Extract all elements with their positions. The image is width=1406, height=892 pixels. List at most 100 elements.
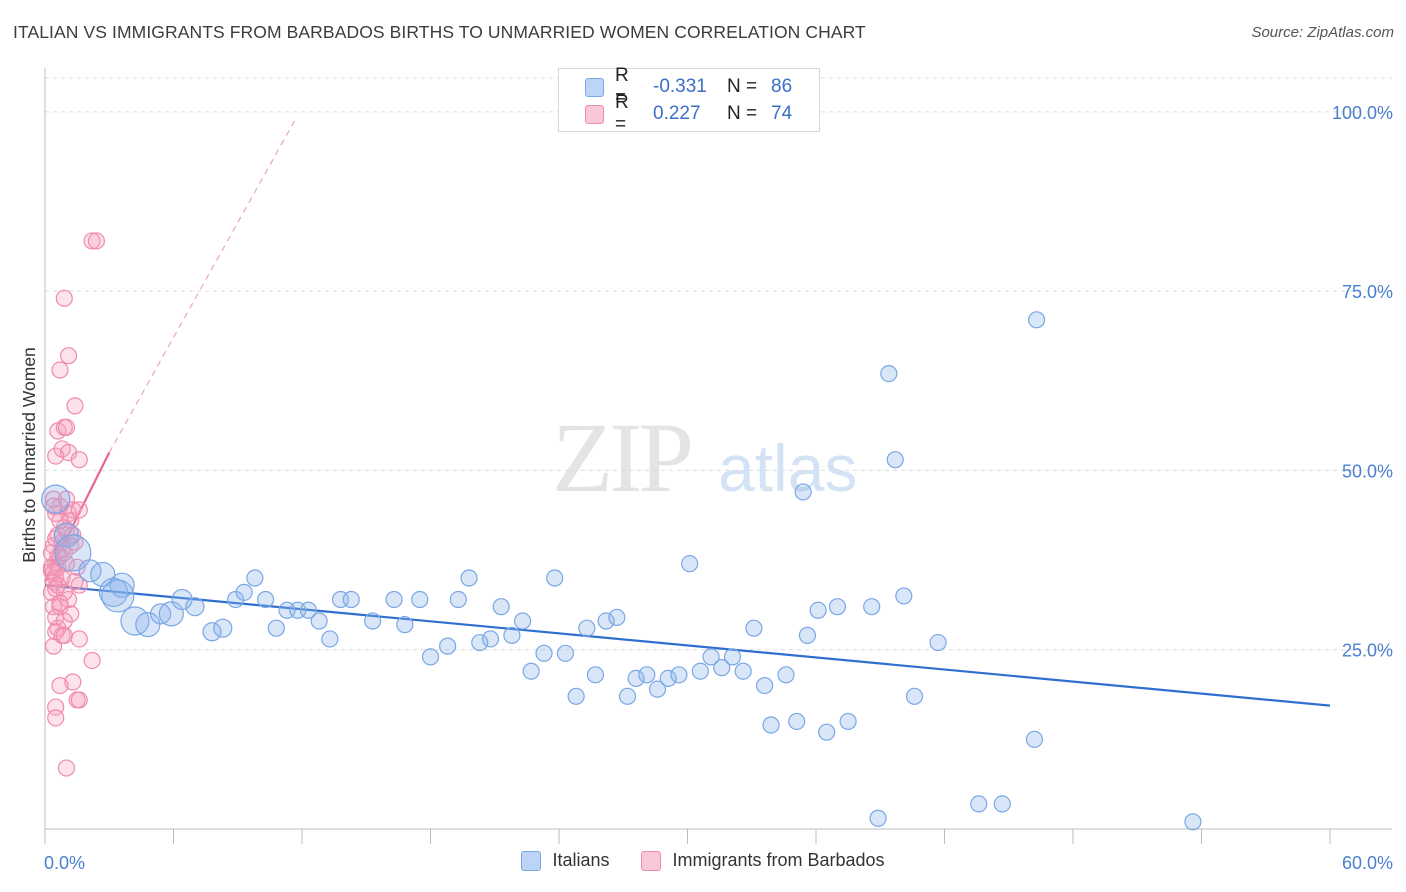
italians-points xyxy=(41,311,1202,831)
italians-point xyxy=(745,619,763,637)
italians-point xyxy=(929,633,947,652)
italians-point xyxy=(150,603,172,625)
axis-labels: 25.0% 50.0% 75.0% 100.0% 0.0% 60.0% Births to … xyxy=(19,103,1393,873)
italians-point xyxy=(1025,730,1044,748)
y-tick-label: 75.0% xyxy=(1342,282,1393,302)
italians-point xyxy=(1027,311,1046,329)
italians-point xyxy=(895,587,913,605)
italians-point xyxy=(586,666,605,684)
italians-point xyxy=(213,618,233,638)
correlation-legend: R = -0.331 N = 86 R = 0.227 N = 74 xyxy=(558,65,820,135)
italians-trend-line xyxy=(44,584,1331,707)
italians-point xyxy=(235,583,253,601)
legend-r-label: R = xyxy=(615,92,629,135)
barbados-point xyxy=(83,232,101,250)
italians-point xyxy=(41,484,71,514)
barbados-point xyxy=(55,289,73,307)
italians-point xyxy=(788,712,806,731)
italians-point xyxy=(618,687,637,705)
barbados-point xyxy=(47,447,65,465)
barbados-point xyxy=(44,563,63,581)
italians-point xyxy=(396,616,414,634)
legend-n-value: 86 xyxy=(771,76,793,97)
barbados-point xyxy=(44,637,63,655)
italians-point xyxy=(648,680,667,698)
barbados-point xyxy=(70,501,88,519)
italians-point xyxy=(535,644,553,662)
italians-point xyxy=(460,569,478,587)
legend-item-italians: Italians xyxy=(521,850,609,871)
italians-point xyxy=(202,622,222,642)
italians-point xyxy=(481,630,500,648)
legend-swatch-italians xyxy=(521,850,542,871)
italians-point xyxy=(227,590,245,609)
italians-point xyxy=(135,612,161,638)
y-tick-label: 50.0% xyxy=(1342,461,1393,481)
grid-lines xyxy=(45,77,1392,651)
x-tick-label: 0.0% xyxy=(44,853,85,873)
italians-point xyxy=(798,626,817,644)
italians-point xyxy=(492,598,510,616)
italians-point xyxy=(411,590,429,609)
barbados-point xyxy=(51,594,69,612)
italians-point xyxy=(794,483,812,501)
italians-point xyxy=(299,601,318,619)
italians-point xyxy=(471,633,489,652)
italians-point xyxy=(342,590,360,609)
barbados-point xyxy=(55,544,73,562)
italians-point xyxy=(522,662,540,680)
italians-point xyxy=(777,666,795,684)
italians-point xyxy=(723,648,742,666)
italians-point xyxy=(970,795,988,813)
italians-point xyxy=(638,666,656,684)
italians-point xyxy=(556,644,575,662)
barbados-point xyxy=(66,397,84,415)
watermark-zip: ZIP xyxy=(552,402,694,513)
barbados-point xyxy=(57,490,76,508)
italians-point xyxy=(171,588,193,611)
barbados-point xyxy=(70,576,88,594)
italians-point xyxy=(691,662,709,680)
italians-point xyxy=(1184,813,1202,831)
legend-n-label: N = xyxy=(727,103,758,124)
barbados-point xyxy=(47,623,65,641)
y-tick-label: 100.0% xyxy=(1332,103,1393,123)
barbados-point xyxy=(87,232,106,250)
italians-point xyxy=(109,572,135,598)
legend-swatch-italians xyxy=(585,77,604,97)
bottom-legend: Italians Immigrants from Barbados xyxy=(0,850,1406,871)
italians-point xyxy=(546,569,564,587)
barbados-point xyxy=(59,347,78,365)
barbados-point xyxy=(47,709,65,727)
italians-point xyxy=(880,365,898,383)
legend-swatch-barbados xyxy=(641,850,662,871)
italians-point xyxy=(809,601,827,619)
italians-point xyxy=(310,612,328,630)
barbados-point xyxy=(57,759,76,777)
italians-point xyxy=(670,666,688,684)
watermark-atlas: atlas xyxy=(718,431,858,505)
italians-point xyxy=(659,669,677,688)
italians-point xyxy=(993,795,1011,813)
italians-point xyxy=(321,630,339,648)
barbados-point xyxy=(70,451,88,469)
legend-row-barbados: R = 0.227 N = 74 xyxy=(585,92,792,135)
barbados-point xyxy=(51,676,69,695)
italians-point xyxy=(267,619,285,637)
italians-point xyxy=(905,687,924,705)
italians-point xyxy=(513,612,532,630)
barbados-point xyxy=(44,497,63,515)
italians-point xyxy=(869,809,887,827)
axes xyxy=(44,68,1392,844)
italians-point xyxy=(863,598,881,616)
barbados-point xyxy=(62,605,80,623)
chart-source: Source: ZipAtlas.com xyxy=(1251,24,1394,41)
italians-point xyxy=(567,687,585,705)
barbados-points xyxy=(42,232,106,777)
barbados-point xyxy=(55,626,73,644)
italians-point xyxy=(578,619,596,637)
italians-point xyxy=(503,626,521,644)
legend-label-barbados: Immigrants from Barbados xyxy=(672,850,885,870)
italians-point xyxy=(256,590,275,609)
italians-point xyxy=(886,451,904,469)
